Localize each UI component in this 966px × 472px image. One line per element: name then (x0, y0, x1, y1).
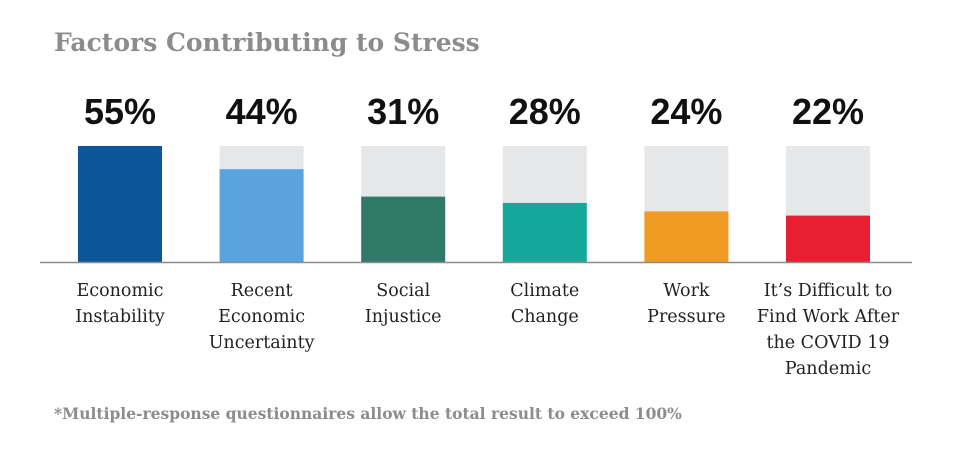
chart-footnote: *Multiple-response questionnaires allow … (54, 404, 682, 423)
bar-1 (78, 146, 162, 262)
value-label-4: 28% (509, 91, 581, 132)
category-label-4: Climate Change (510, 281, 579, 327)
value-label-2: 44% (226, 91, 298, 132)
bar-4 (502, 202, 587, 262)
category-label-5: Work Pressure (647, 281, 725, 327)
value-label-3: 31% (367, 91, 439, 132)
chart-title: Factors Contributing to Stress (54, 28, 480, 57)
value-label-6: 22% (792, 91, 864, 132)
value-label-1: 55% (84, 91, 156, 132)
category-label-3: Social Injustice (365, 281, 442, 327)
category-label-1: Economic Instability (75, 281, 165, 327)
category-label-2: Recent Economic Uncertainty (209, 281, 315, 353)
bar-3 (361, 196, 446, 262)
value-label-5: 24% (650, 91, 722, 132)
bar-2 (219, 169, 304, 262)
bar-6 (786, 215, 870, 262)
category-label-6: It’s Difficult to Find Work After the COVI… (757, 281, 900, 379)
bar-5 (644, 211, 729, 262)
